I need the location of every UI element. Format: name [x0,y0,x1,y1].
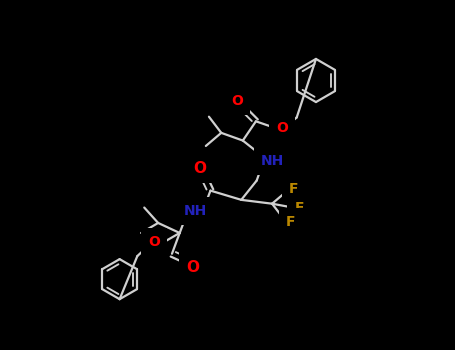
Text: O: O [232,94,243,108]
Text: NH: NH [260,154,284,168]
Text: NH: NH [183,204,207,218]
Text: O: O [193,161,206,176]
Text: F: F [294,201,304,215]
Text: O: O [276,121,288,135]
Text: O: O [148,235,160,249]
Text: F: F [289,182,298,196]
Text: F: F [286,215,295,229]
Text: O: O [186,260,199,275]
